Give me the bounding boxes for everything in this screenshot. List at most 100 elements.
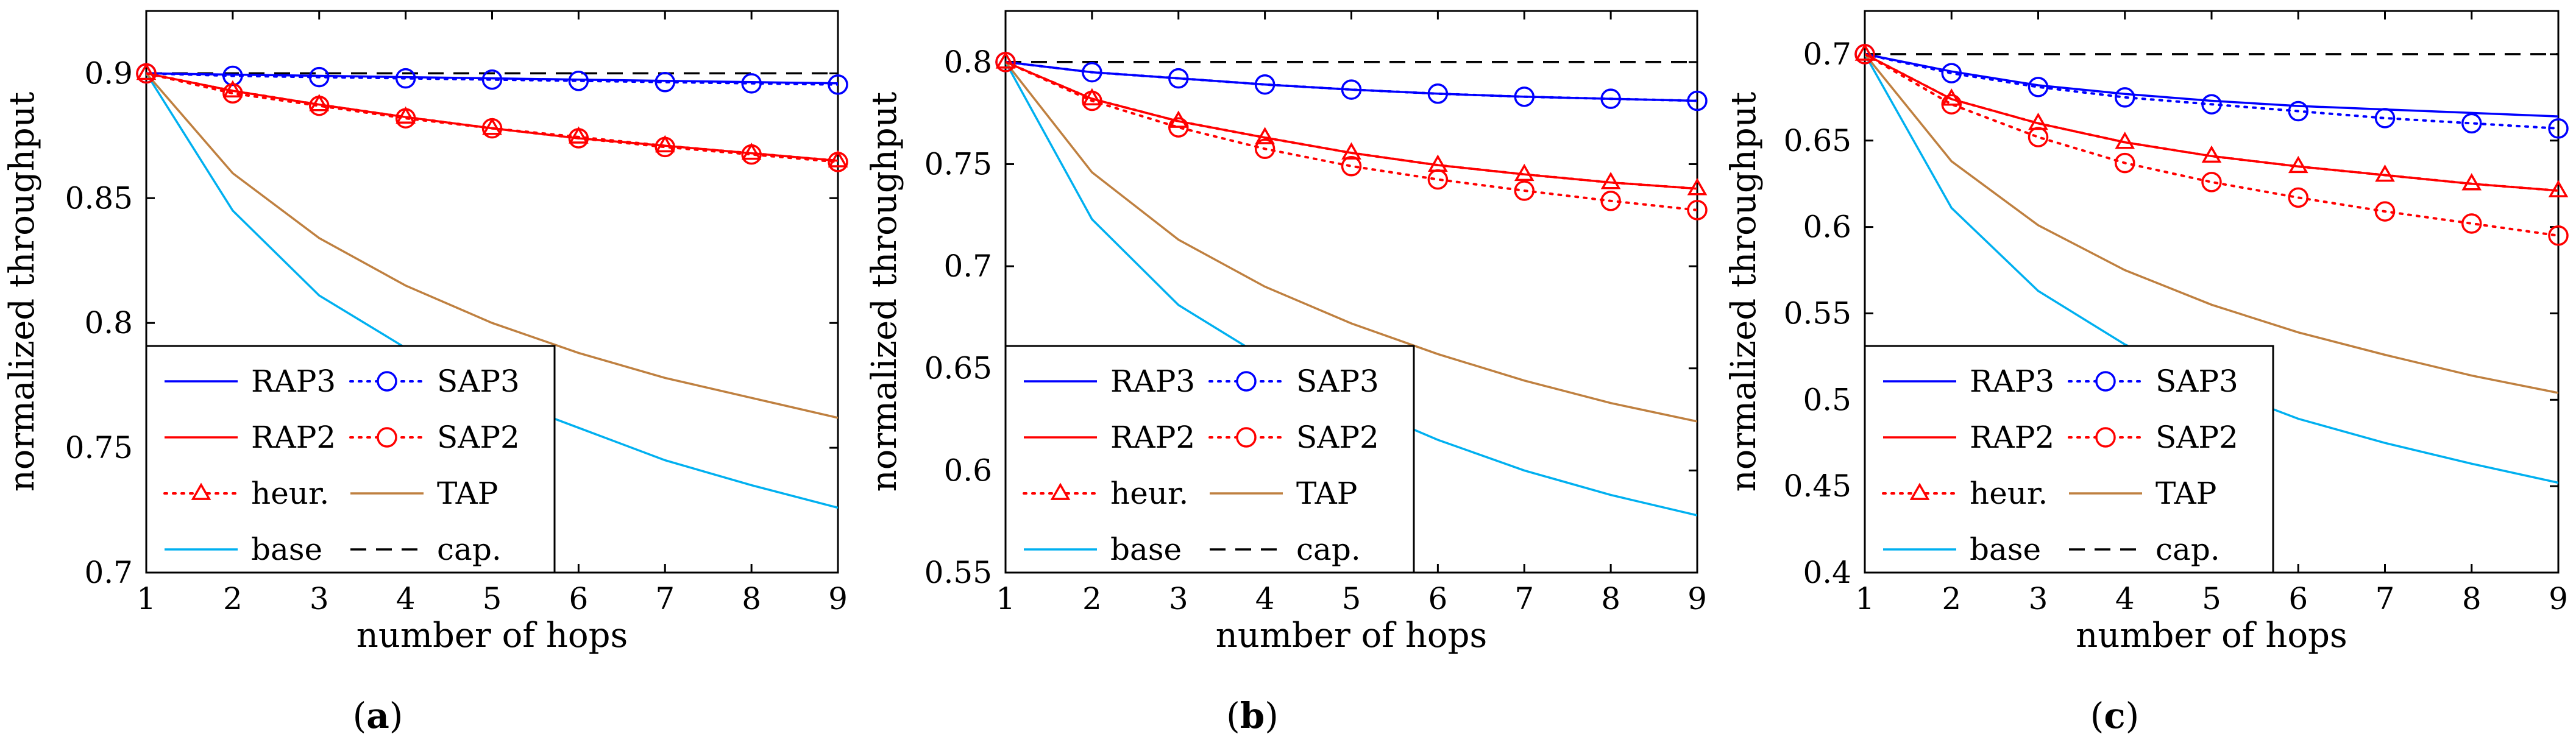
legend-label-SAP3: SAP3 (437, 364, 520, 399)
point-heur (1600, 172, 1621, 189)
y-tick-label: 0.5 (1803, 382, 1851, 417)
point-SAP2 (2288, 187, 2308, 208)
point-SAP2 (1687, 200, 1708, 221)
legend-marker-SAP3 (2095, 371, 2116, 392)
x-tick-label: 7 (655, 581, 675, 616)
x-tick-label: 2 (1082, 581, 1102, 616)
point-SAP2 (2548, 225, 2569, 246)
panel-label: (b) (1226, 695, 1279, 736)
point-heur (741, 143, 762, 160)
x-tick-label: 2 (223, 581, 243, 616)
point-SAP3 (1427, 83, 1449, 104)
legend-marker-heur (191, 482, 211, 500)
legend-label-RAP3: RAP3 (1970, 364, 2054, 399)
legend-marker-SAP3 (1236, 371, 1257, 392)
series-line-TAP (1006, 61, 1697, 423)
point-heur (2375, 164, 2395, 182)
legend-box (145, 345, 556, 574)
point-SAP3 (1687, 90, 1708, 111)
x-tick-label: 5 (2202, 581, 2221, 616)
x-tick-label: 9 (828, 581, 848, 616)
series-line-heur (146, 72, 838, 162)
legend-box (1864, 345, 2274, 574)
x-axis-title: number of hops (2076, 616, 2347, 655)
point-heur (1082, 88, 1102, 106)
x-tick-label: 8 (742, 581, 761, 616)
x-tick-label: 6 (1428, 581, 1447, 616)
legend-label-SAP2: SAP2 (2156, 420, 2238, 455)
legend-marker-SAP2 (2095, 427, 2116, 448)
point-heur (2115, 132, 2135, 149)
y-tick-label: 0.55 (924, 555, 992, 590)
series-line-SAP2 (1865, 52, 2558, 237)
x-tick-label: 4 (396, 581, 416, 616)
y-tick-label: 0.65 (1784, 123, 1851, 158)
legend-label-cap: cap. (1296, 532, 1361, 567)
point-SAP3 (828, 74, 848, 95)
y-tick-label: 0.7 (1803, 37, 1851, 72)
y-tick-label: 0.8 (943, 44, 992, 80)
x-tick-label: 1 (137, 581, 156, 616)
point-SAP2 (2374, 201, 2396, 222)
y-axis-title: normalized throughput (865, 91, 904, 492)
x-tick-label: 7 (1514, 581, 1534, 616)
point-SAP2 (2461, 213, 2482, 234)
point-SAP3 (2548, 118, 2569, 139)
legend-label-SAP2: SAP2 (1296, 420, 1379, 455)
series-line-TAP (146, 72, 838, 419)
legend-label-RAP2: RAP2 (251, 420, 336, 455)
x-tick-label: 1 (1855, 581, 1875, 616)
y-tick-label: 0.8 (84, 305, 133, 340)
legend-box (1004, 345, 1415, 574)
point-SAP2 (2201, 172, 2222, 192)
point-SAP3 (2115, 87, 2135, 108)
point-SAP2 (2028, 127, 2049, 147)
point-heur (995, 51, 1016, 69)
x-tick-label: 2 (1942, 581, 1961, 616)
panel-label: (c) (2090, 695, 2140, 736)
point-SAP3 (655, 72, 675, 93)
x-tick-label: 3 (310, 581, 329, 616)
point-SAP3 (1514, 86, 1535, 107)
y-tick-label: 0.7 (84, 555, 133, 590)
y-tick-label: 0.55 (1784, 295, 1851, 331)
point-heur (655, 135, 675, 153)
point-heur (1854, 43, 1875, 61)
point-heur (309, 94, 330, 111)
point-SAP3 (481, 69, 503, 90)
point-SAP3 (568, 70, 589, 91)
point-SAP3 (2461, 113, 2482, 134)
markers (995, 51, 1708, 221)
legend-label-TAP: TAP (2156, 476, 2216, 511)
panel-a: 1 2 3 4 5 6 7 8 9 0.7 0.75 0.8 0.85 0.9 number of hops… (2, 10, 848, 736)
x-tick-label: 3 (2029, 581, 2048, 616)
x-tick-label: 3 (1169, 581, 1188, 616)
x-tick-label: 4 (1255, 581, 1275, 616)
legend-marker-SAP2 (1236, 427, 1257, 448)
legend-marker-heur (1909, 482, 1930, 500)
panel-c: 1 2 3 4 5 6 7 8 9 0.4 0.45 0.5 0.55 0.6 0.65 0.7 number … (1724, 10, 2569, 736)
series-line-RAP2 (146, 72, 838, 162)
point-SAP2 (136, 63, 157, 84)
series-line-heur (1865, 52, 2558, 192)
point-SAP3 (1082, 62, 1102, 83)
series-line-heur (1006, 60, 1697, 190)
legend-label-SAP3: SAP3 (2156, 364, 2238, 399)
legend-label-TAP: TAP (1296, 476, 1357, 511)
y-tick-label: 0.75 (65, 430, 133, 465)
y-tick-label: 0.4 (1803, 555, 1851, 590)
point-SAP2 (1427, 169, 1449, 190)
x-tick-label: 7 (2376, 581, 2395, 616)
point-SAP3 (2028, 77, 2049, 97)
y-tick-label: 0.85 (65, 180, 133, 216)
point-SAP3 (395, 68, 416, 89)
y-tick-label: 0.6 (1803, 210, 1851, 245)
legend-label-base: base (1970, 532, 2041, 567)
series-line-RAP3 (1006, 61, 1697, 102)
point-SAP3 (1600, 88, 1621, 109)
x-tick-label: 6 (2288, 581, 2308, 616)
legend: RAP3 SAP3 RAP2 SAP2 heur. TAP base cap. (1004, 345, 1415, 574)
panel-label: (a) (353, 695, 403, 736)
legend-label-heur: heur. (1110, 476, 1188, 511)
point-SAP2 (222, 83, 243, 104)
